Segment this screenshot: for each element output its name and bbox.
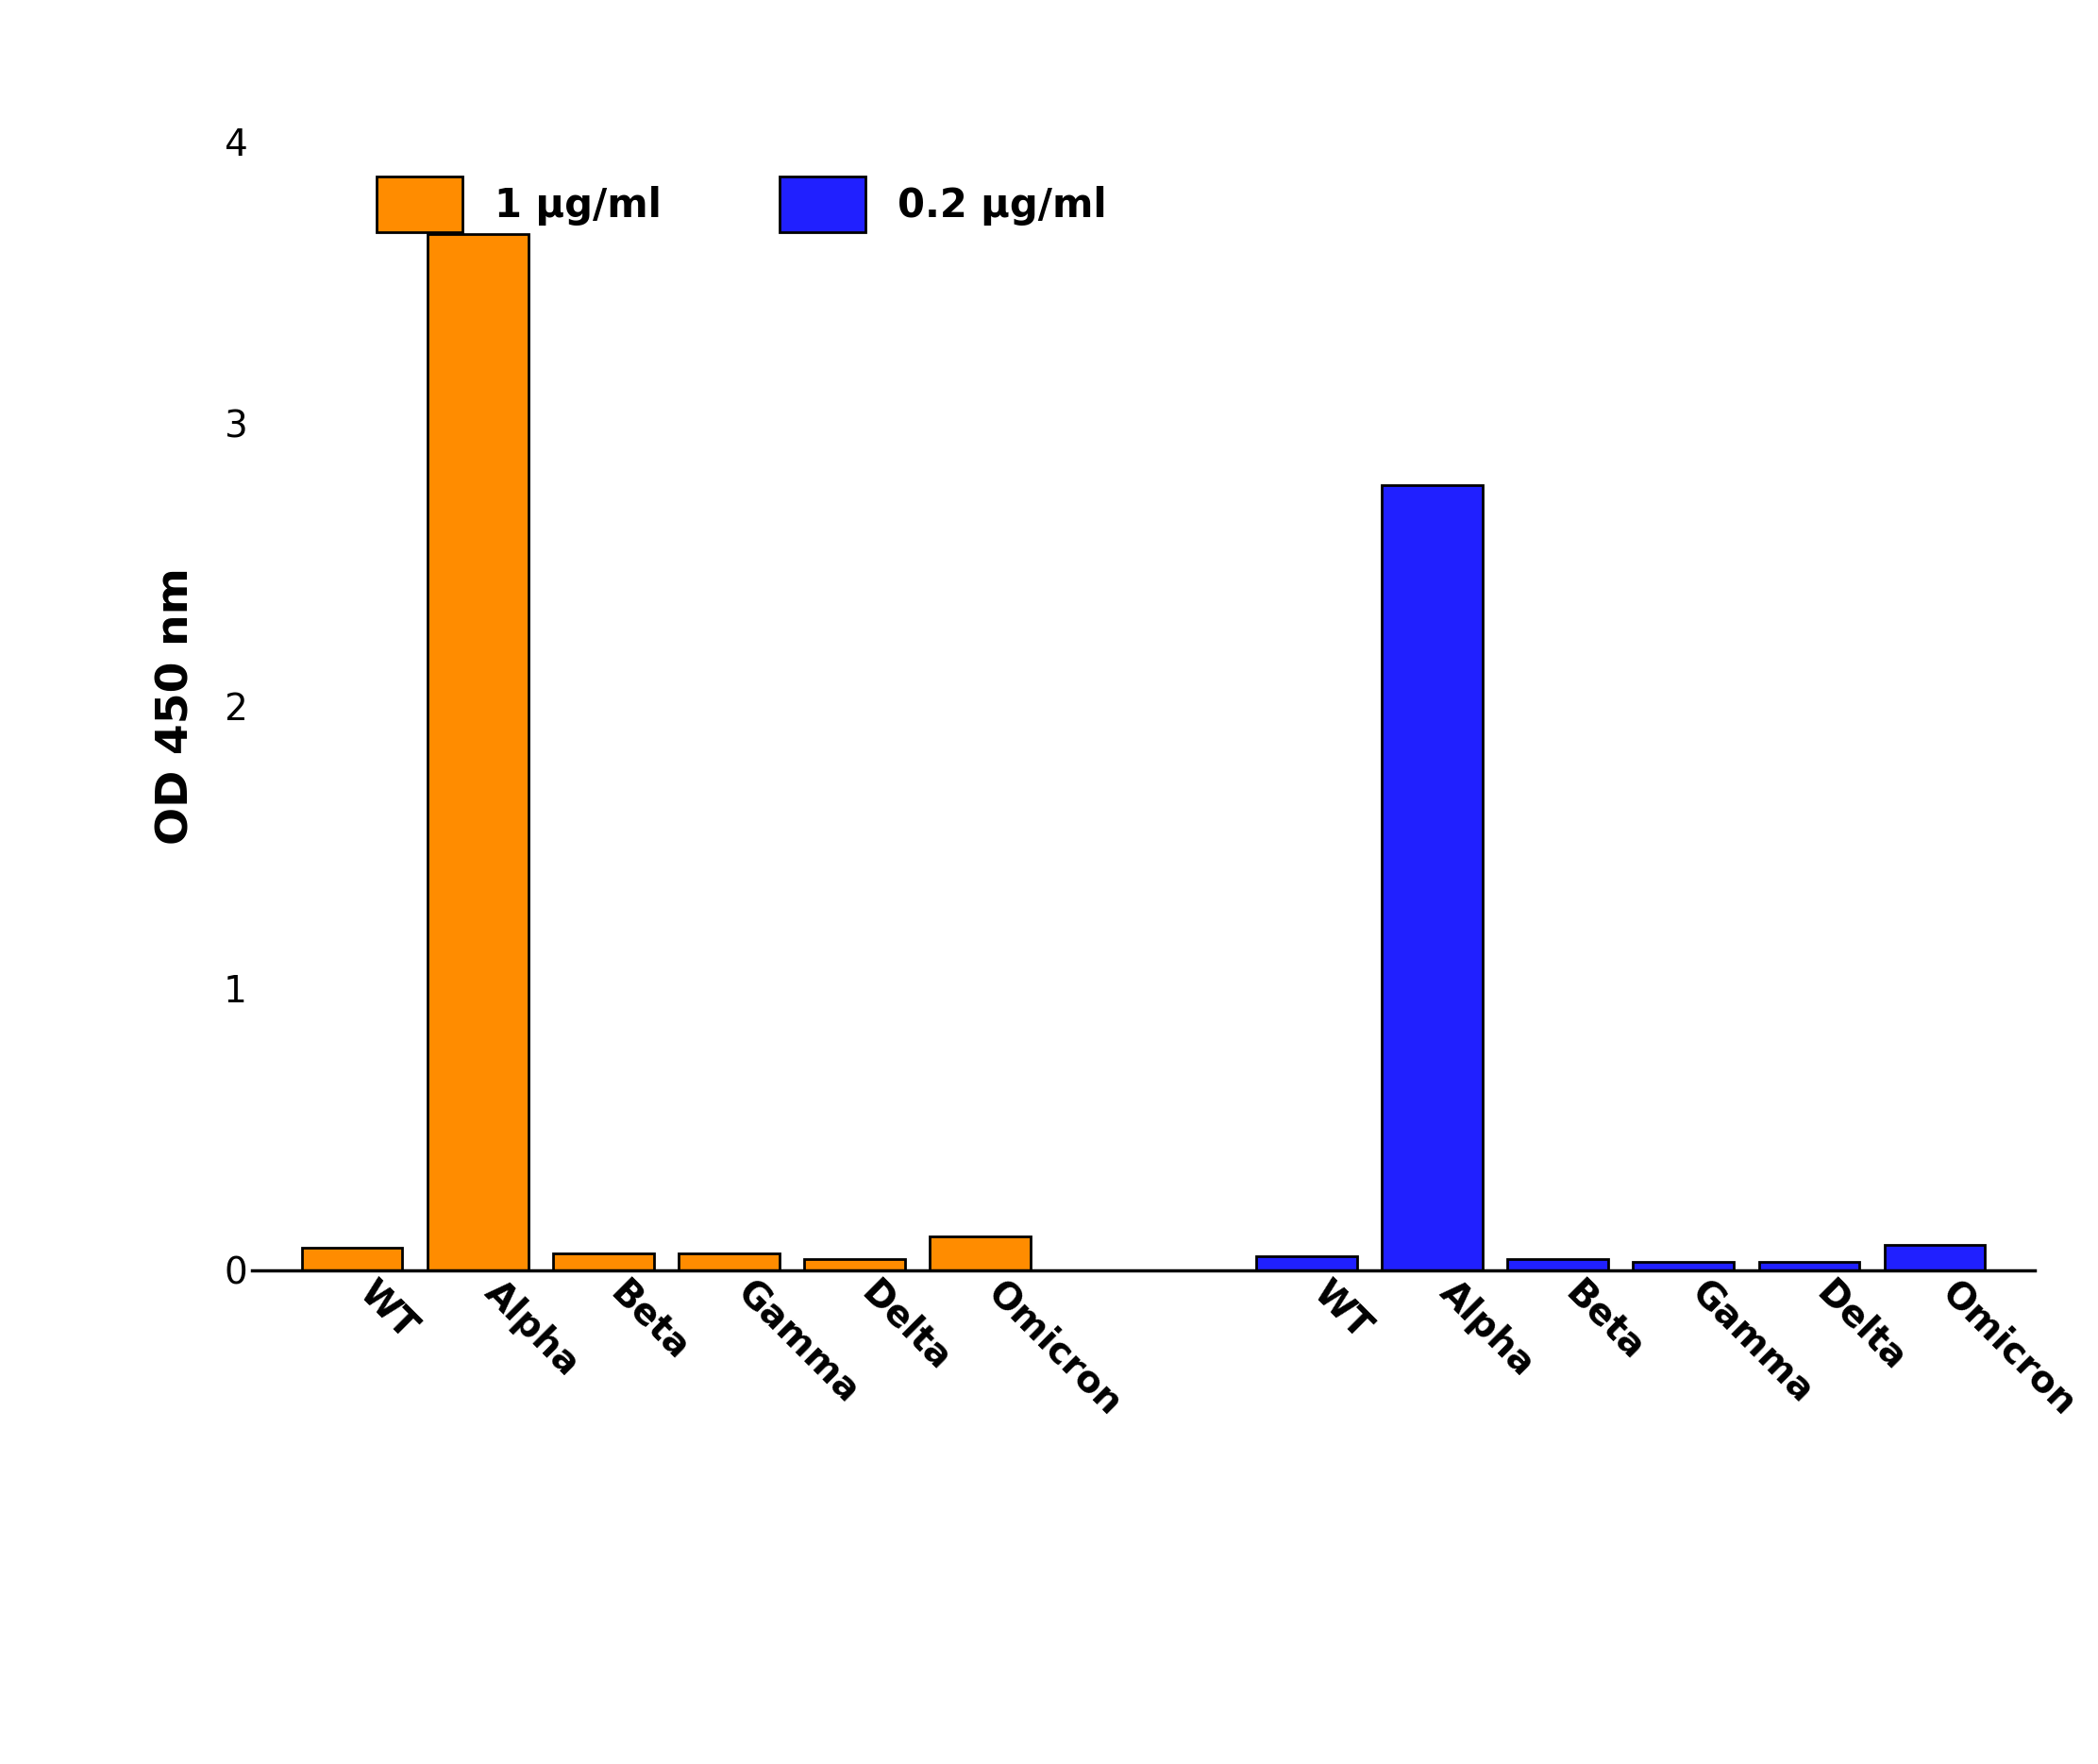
Bar [1508,1259,1607,1270]
Bar [1632,1261,1733,1270]
Bar [680,1252,778,1270]
Bar [929,1237,1030,1270]
Bar [1383,485,1483,1270]
Bar [554,1252,655,1270]
Bar [1257,1256,1357,1270]
Bar [804,1259,904,1270]
Bar [1884,1245,1985,1270]
Legend: 1 μg/ml, 0.2 μg/ml: 1 μg/ml, 0.2 μg/ml [361,161,1122,249]
Y-axis label: OD 450 nm: OD 450 nm [155,566,197,845]
Bar [1758,1261,1859,1270]
Bar [302,1247,403,1270]
Bar [428,235,529,1270]
